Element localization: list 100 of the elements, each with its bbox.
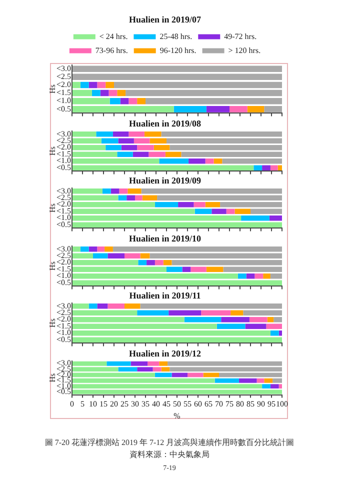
chart-title: Hualien in 2019/08 (128, 118, 202, 128)
bar (267, 317, 274, 323)
x-tick-label: 10 (89, 400, 97, 409)
bar (72, 66, 282, 72)
bar (138, 260, 147, 266)
chart-title: Hualien in 2019/09 (128, 176, 202, 186)
bar (80, 82, 89, 88)
bar (72, 82, 80, 88)
x-tick-label: 90 (257, 400, 265, 409)
bar (190, 266, 206, 272)
legend-label: 49-72 hrs. (224, 32, 257, 41)
bar (137, 310, 169, 316)
y-tick-label: <2.0 (56, 200, 71, 209)
bar (168, 310, 202, 316)
bar (264, 378, 273, 383)
x-tick-label: 60 (194, 400, 202, 409)
bar (128, 98, 138, 104)
y-tick-label: <2.5 (56, 72, 71, 81)
bar (146, 98, 282, 104)
y-tick-label: <3.0 (56, 186, 71, 196)
bar (146, 260, 155, 266)
bar (188, 372, 204, 378)
x-tick-label: 80 (236, 400, 244, 409)
chart-title: Hualien in 2019/12 (128, 348, 202, 359)
x-tick-label: 75 (226, 400, 234, 409)
bar (142, 195, 158, 201)
bar (104, 246, 113, 252)
x-axis-title: % (174, 411, 181, 420)
y-tick-label: <1.5 (56, 322, 71, 331)
y-tick-label: <2.0 (56, 258, 71, 267)
y-tick-label: <2.0 (56, 315, 71, 324)
bar (124, 304, 140, 310)
bar (140, 253, 150, 258)
y-tick-label: <0.5 (56, 162, 71, 172)
y-tick-label: <0.5 (56, 220, 71, 230)
y-axis-title: Hs (48, 204, 57, 213)
bar (119, 188, 128, 194)
bar (256, 378, 264, 383)
y-tick-label: <3.0 (56, 244, 71, 254)
bar (97, 304, 108, 310)
x-tick-label: 30 (131, 400, 139, 409)
bar (246, 273, 255, 279)
y-axis-title: Hs (48, 84, 57, 94)
bar (263, 273, 270, 279)
y-tick-label: <0.5 (56, 104, 71, 114)
chart-title: Hualien in 2019/07 (128, 14, 202, 25)
y-tick-label: <3.0 (56, 128, 71, 138)
bar (128, 188, 142, 194)
y-axis-title: Hs (48, 146, 57, 156)
bar (205, 158, 214, 164)
bar (72, 90, 92, 96)
y-tick-label: <0.5 (56, 387, 71, 396)
bar (72, 106, 174, 112)
bar (278, 330, 282, 336)
bar (126, 195, 135, 201)
bar (212, 208, 226, 214)
x-tick-label: 70 (215, 400, 223, 409)
bar (205, 202, 220, 208)
bar (178, 202, 194, 208)
y-tick-label: <2.5 (56, 364, 71, 374)
bar (106, 82, 114, 88)
x-tick-label: 20 (110, 400, 118, 409)
x-tick-label: 65 (204, 400, 212, 409)
bar (144, 131, 162, 136)
y-tick-label: <1.0 (56, 156, 71, 165)
bar (182, 266, 191, 272)
bar (100, 90, 109, 96)
bar (135, 195, 142, 201)
bar (262, 384, 270, 389)
y-tick-label: <1.0 (56, 328, 71, 338)
legend-label: > 120 hrs. (228, 46, 261, 55)
bar (72, 98, 110, 104)
bar (112, 131, 129, 136)
y-tick-label: <2.5 (56, 193, 71, 202)
y-tick-label: <2.5 (56, 308, 71, 318)
bar (88, 304, 98, 310)
y-axis-title: Hs (48, 318, 57, 328)
bar (166, 266, 182, 272)
y-axis-title: Hs (48, 373, 57, 382)
bar (154, 202, 178, 208)
y-tick-label: <1.5 (56, 88, 71, 98)
y-tick-label: <1.0 (56, 213, 71, 222)
bar (214, 158, 222, 164)
x-tick-label: 85 (246, 400, 254, 409)
bar (161, 131, 282, 136)
bar (120, 98, 129, 104)
bar (206, 106, 230, 112)
bar (194, 202, 206, 208)
y-tick-label: <0.5 (56, 335, 71, 344)
bar (264, 106, 282, 112)
bar (80, 246, 89, 252)
x-tick-label: 40 (152, 400, 160, 409)
x-tick-label: 15 (100, 400, 108, 409)
bar (241, 216, 270, 221)
bar (102, 188, 111, 194)
bar (92, 90, 100, 96)
chart-title: Hualien in 2019/10 (128, 234, 202, 244)
bar (108, 90, 118, 96)
bar (226, 208, 235, 214)
bar (97, 82, 106, 88)
